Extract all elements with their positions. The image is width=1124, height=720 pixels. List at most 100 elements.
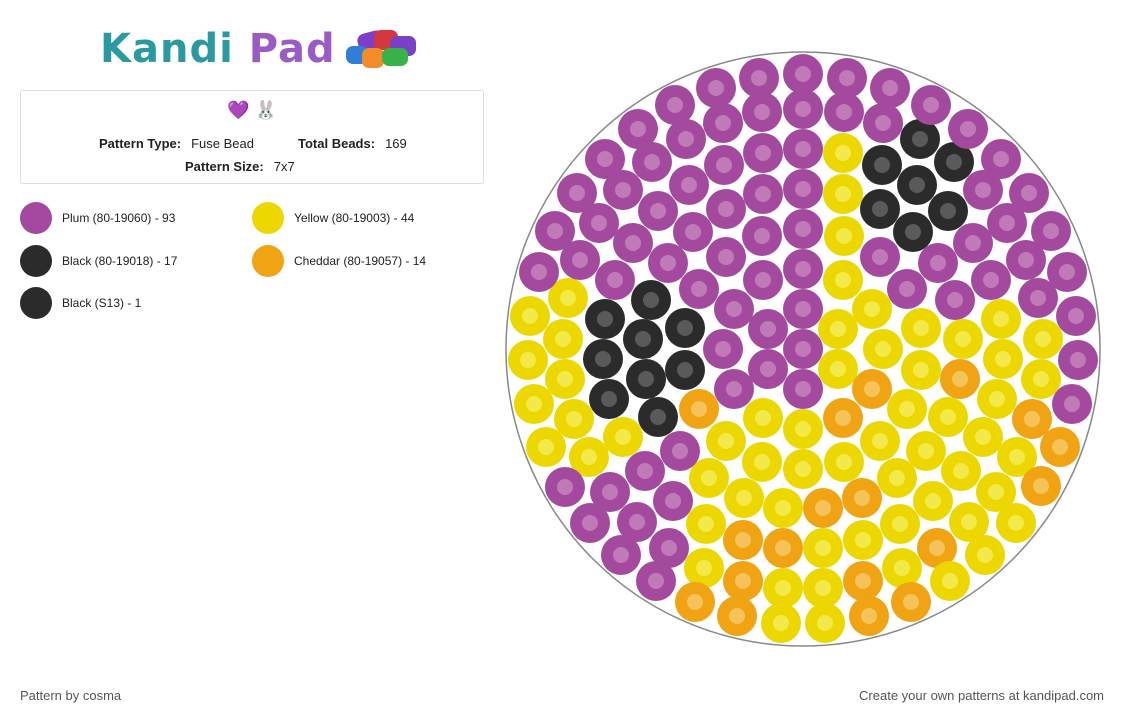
bead-75-hole bbox=[892, 516, 908, 532]
bead-93-hole bbox=[795, 101, 811, 117]
pattern-author: Pattern by cosma bbox=[20, 688, 122, 703]
bead-55-hole bbox=[638, 371, 654, 387]
bead-116-hole bbox=[629, 514, 645, 530]
logo-beads-icon bbox=[344, 26, 424, 72]
bead-80-hole bbox=[698, 516, 714, 532]
bead-4-hole bbox=[795, 381, 811, 397]
bead-90-hole bbox=[681, 177, 697, 193]
bead-115-hole bbox=[661, 540, 677, 556]
bead-57-hole bbox=[643, 292, 659, 308]
bead-103-hole bbox=[1033, 371, 1049, 387]
bead-54-hole bbox=[650, 409, 666, 425]
bead-81-hole bbox=[665, 493, 681, 509]
bead-167-hole bbox=[708, 80, 724, 96]
bead-135-hole bbox=[993, 151, 1009, 167]
bead-133-hole bbox=[923, 97, 939, 113]
bead-46-hole bbox=[918, 443, 934, 459]
bead-155-hole bbox=[582, 515, 598, 531]
bead-14-hole bbox=[755, 410, 771, 426]
plum-swatch bbox=[20, 202, 52, 234]
bead-142-hole bbox=[1052, 439, 1068, 455]
bead-66-hole bbox=[940, 203, 956, 219]
pattern-tags: 💜 🐰 bbox=[227, 100, 277, 120]
bead-88-hole bbox=[625, 235, 641, 251]
bead-22-hole bbox=[899, 281, 915, 297]
kandipad-link[interactable]: Create your own patterns at kandipad.com bbox=[859, 688, 1104, 703]
total-beads: Total Beads: 169 bbox=[298, 136, 407, 151]
bead-10-hole bbox=[875, 341, 891, 357]
bead-160-hole bbox=[522, 308, 538, 324]
pattern-size-label: Pattern Size: bbox=[185, 159, 264, 174]
bead-16-hole bbox=[715, 341, 731, 357]
pattern-type-label: Pattern Type: bbox=[99, 136, 182, 151]
bead-72-hole bbox=[975, 429, 991, 445]
bead-24-hole bbox=[913, 362, 929, 378]
bead-79-hole bbox=[735, 532, 751, 548]
bead-21-hole bbox=[872, 249, 888, 265]
bead-107-hole bbox=[961, 514, 977, 530]
legend-item-black-s13: Black (S13) - 1 bbox=[20, 287, 141, 319]
bead-98-hole bbox=[975, 182, 991, 198]
bead-148-hole bbox=[861, 608, 877, 624]
legend-label: Black (S13) - 1 bbox=[62, 296, 142, 310]
bead-120-hole bbox=[557, 371, 573, 387]
bead-157-hole bbox=[538, 439, 554, 455]
bead-62-hole bbox=[795, 141, 811, 157]
bead-63-hole bbox=[835, 145, 851, 161]
bead-18-hole bbox=[755, 272, 771, 288]
bead-3-hole bbox=[830, 361, 846, 377]
bead-141-hole bbox=[1064, 396, 1080, 412]
bead-32-hole bbox=[677, 362, 693, 378]
bead-60-hole bbox=[718, 201, 734, 217]
bead-123-hole bbox=[572, 252, 588, 268]
bead-132-hole bbox=[882, 80, 898, 96]
bead-162-hole bbox=[547, 223, 563, 239]
bead-11-hole bbox=[864, 381, 880, 397]
bead-43-hole bbox=[955, 331, 971, 347]
bead-117-hole bbox=[602, 484, 618, 500]
bead-105-hole bbox=[1009, 449, 1025, 465]
bead-19-hole bbox=[795, 221, 811, 237]
bead-50-hole bbox=[775, 500, 791, 516]
bead-40-hole bbox=[905, 224, 921, 240]
bead-58-hole bbox=[660, 255, 676, 271]
bead-76-hole bbox=[855, 532, 871, 548]
bead-94-hole bbox=[836, 104, 852, 120]
bead-161-hole bbox=[531, 264, 547, 280]
black-s13-swatch bbox=[20, 287, 52, 319]
bead-119-hole bbox=[566, 411, 582, 427]
bead-111-hole bbox=[815, 580, 831, 596]
bead-grid bbox=[508, 54, 1098, 643]
legend-item-cheddar: Cheddar (80-19057) - 14 bbox=[252, 245, 426, 277]
bead-15-hole bbox=[726, 381, 742, 397]
bead-95-hole bbox=[875, 115, 891, 131]
bead-64-hole bbox=[874, 157, 890, 173]
bead-109-hole bbox=[894, 560, 910, 576]
bead-108-hole bbox=[929, 540, 945, 556]
bead-139-hole bbox=[1068, 308, 1084, 324]
bead-38-hole bbox=[835, 186, 851, 202]
bead-48-hole bbox=[854, 490, 870, 506]
black-swatch bbox=[20, 245, 52, 277]
bead-17-hole bbox=[726, 301, 742, 317]
legend-label: Cheddar (80-19057) - 14 bbox=[294, 254, 427, 268]
bead-104-hole bbox=[1024, 411, 1040, 427]
pattern-size-value: 7x7 bbox=[273, 159, 295, 174]
bead-146-hole bbox=[942, 573, 958, 589]
legend-item-yellow: Yellow (80-19003) - 44 bbox=[252, 202, 414, 234]
bead-168-hole bbox=[751, 70, 767, 86]
bead-96-hole bbox=[912, 131, 928, 147]
bead-145-hole bbox=[977, 547, 993, 563]
bead-153-hole bbox=[648, 573, 664, 589]
bead-144-hole bbox=[1008, 515, 1024, 531]
bead-154-hole bbox=[613, 547, 629, 563]
bead-118-hole bbox=[581, 449, 597, 465]
bead-101-hole bbox=[1030, 290, 1046, 306]
bead-89-hole bbox=[650, 203, 666, 219]
bead-59-hole bbox=[685, 224, 701, 240]
bead-13-hole bbox=[795, 421, 811, 437]
bead-124-hole bbox=[591, 215, 607, 231]
bead-47-hole bbox=[889, 470, 905, 486]
bead-61-hole bbox=[755, 186, 771, 202]
bead-35-hole bbox=[718, 249, 734, 265]
